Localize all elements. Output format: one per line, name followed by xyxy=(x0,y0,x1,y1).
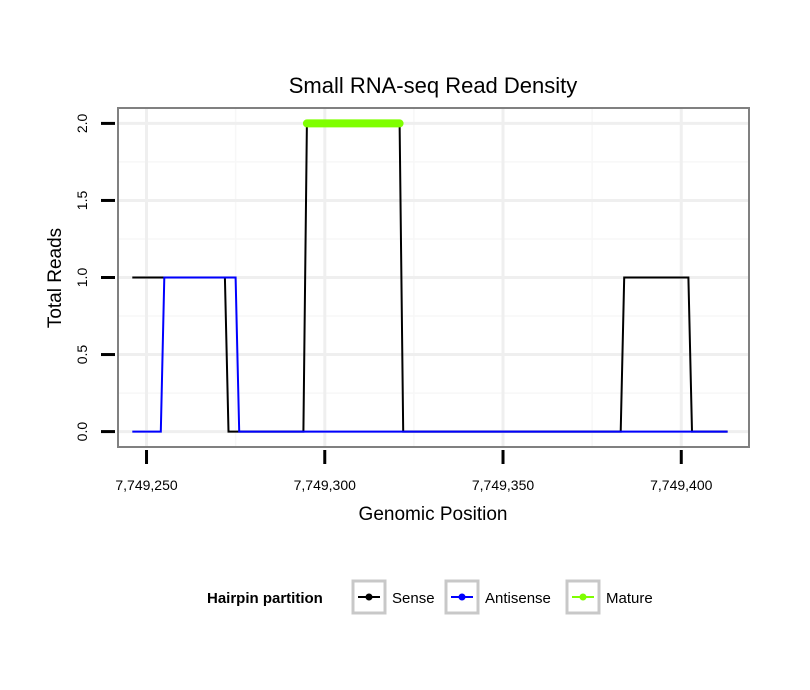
legend-key-dot xyxy=(365,593,373,601)
x-tick-label: 7,749,400 xyxy=(650,477,712,493)
y-tick-label: 0.5 xyxy=(74,345,90,365)
series-lines xyxy=(132,119,728,433)
legend-key-dot xyxy=(458,593,466,601)
legend-items: Sense Antisense Mature xyxy=(351,579,653,615)
y-tick-label: 0.0 xyxy=(74,422,90,442)
legend-title: Hairpin partition xyxy=(207,590,323,607)
x-tick-label: 7,749,300 xyxy=(294,477,356,493)
x-axis-title: Genomic Position xyxy=(359,504,508,525)
series-line-sense xyxy=(132,122,728,433)
axes: 7,749,250 7,749,300 7,749,350 7,749,400 0.0 0… xyxy=(74,113,713,493)
y-tick-label: 1.5 xyxy=(74,191,90,211)
legend-key-dot xyxy=(579,593,587,601)
legend-label-sense: Sense xyxy=(392,590,435,607)
y-tick-label: 2.0 xyxy=(74,113,90,133)
y-tick-label: 1.0 xyxy=(74,268,90,288)
legend-label-antisense: Antisense xyxy=(485,590,551,607)
chart-title: Small RNA-seq Read Density xyxy=(289,73,578,98)
x-tick-label: 7,749,350 xyxy=(472,477,534,493)
legend: Hairpin partition Sense Antisense Mature xyxy=(207,579,653,615)
y-axis-title: Total Reads xyxy=(45,228,66,328)
series-line-antisense xyxy=(132,276,728,433)
legend-label-mature: Mature xyxy=(606,590,653,607)
plot-panel-border xyxy=(117,107,750,448)
x-tick-label: 7,749,250 xyxy=(115,477,177,493)
